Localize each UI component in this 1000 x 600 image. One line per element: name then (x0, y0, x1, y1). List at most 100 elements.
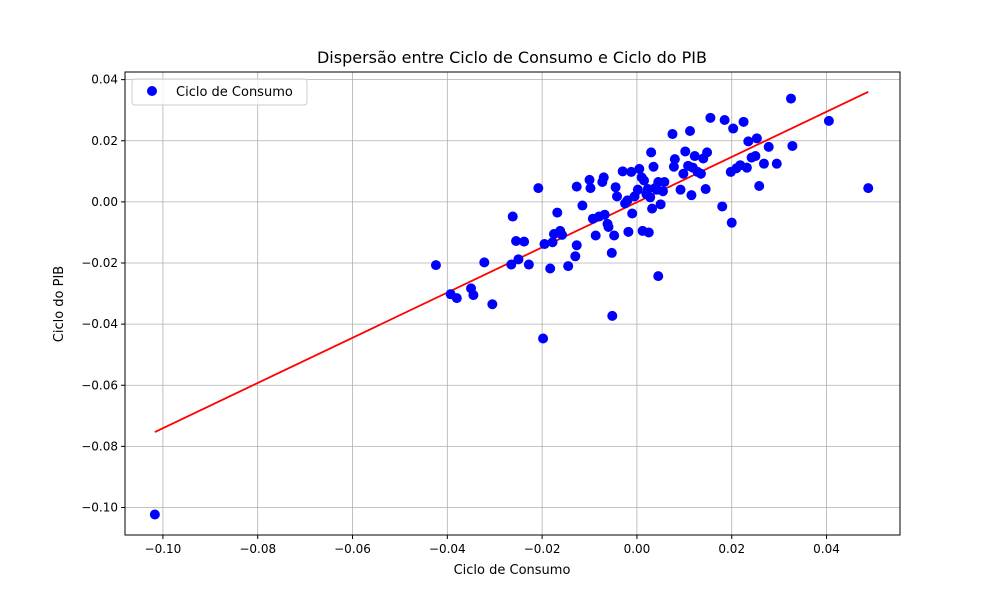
scatter-point (632, 184, 643, 195)
scatter-point (545, 263, 556, 274)
y-tick-label: −0.06 (81, 378, 118, 392)
scatter-point (506, 259, 517, 270)
scatter-point (590, 230, 601, 241)
scatter-point (538, 333, 549, 344)
legend-marker (147, 86, 157, 96)
grid (125, 72, 900, 535)
y-tick-label: −0.08 (81, 439, 118, 453)
scatter-point (511, 236, 522, 247)
scatter-point (743, 136, 754, 147)
scatter-point (726, 217, 737, 228)
scatter-point (523, 259, 534, 270)
scatter-point (717, 201, 728, 212)
scatter-point (645, 192, 656, 203)
scatter-point (430, 260, 441, 271)
scatter-point (728, 123, 739, 134)
scatter-point (685, 125, 696, 136)
scatter-point (599, 209, 610, 220)
scatter-point (606, 247, 617, 258)
scatter-point (552, 207, 563, 218)
scatter-point (863, 183, 874, 194)
legend-label: Ciclo de Consumo (176, 85, 293, 100)
scatter-point (598, 172, 609, 183)
scatter-point (634, 163, 645, 174)
scatter-point (533, 183, 544, 194)
scatter-point (571, 181, 582, 192)
scatter-point (513, 254, 524, 265)
scatter-point (557, 229, 568, 240)
scatter-point (643, 227, 654, 238)
scatter-point (627, 208, 638, 219)
scatter-point (763, 141, 774, 152)
scatter-point (451, 293, 462, 304)
scatter-point (758, 158, 769, 169)
x-tick-label: −0.02 (524, 542, 561, 556)
x-axis-ticks: −0.10 −0.08 −0.06 −0.04 −0.02 0.00 0.02 0.04 (145, 535, 840, 556)
scatter-point (655, 199, 666, 210)
y-axis-ticks: −0.10 −0.08 −0.06 −0.04 −0.02 0.00 0.02 0.04 (81, 73, 125, 514)
scatter-point (584, 174, 595, 185)
scatter-points (149, 93, 874, 520)
scatter-point (507, 211, 518, 222)
scatter-point (639, 175, 650, 186)
x-tick-label: −0.06 (334, 542, 371, 556)
scatter-point (741, 162, 752, 173)
scatter-point (539, 239, 550, 250)
scatter-point (479, 257, 490, 268)
legend: Ciclo de Consumo (131, 78, 308, 106)
scatter-point (659, 177, 670, 188)
scatter-point (738, 116, 749, 127)
scatter-point (702, 147, 713, 158)
scatter-point (577, 200, 588, 211)
y-tick-label: −0.02 (81, 256, 118, 270)
scatter-point (570, 251, 581, 262)
scatter-point (563, 261, 574, 272)
scatter-point (547, 237, 558, 248)
scatter-point (653, 271, 664, 282)
scatter-point (823, 115, 834, 126)
scatter-point (719, 114, 730, 125)
scatter-point (675, 184, 686, 195)
scatter-point (705, 112, 716, 123)
x-axis-label: Ciclo de Consumo (454, 563, 571, 578)
scatter-point (751, 133, 762, 144)
scatter-point (750, 151, 761, 162)
scatter-point (603, 221, 614, 232)
scatter-point (468, 290, 479, 301)
scatter-point (669, 154, 680, 165)
scatter-point (667, 129, 678, 140)
y-tick-label: 0.04 (91, 73, 118, 87)
x-tick-label: 0.02 (718, 542, 745, 556)
scatter-point (787, 140, 798, 151)
scatter-point (686, 190, 697, 201)
x-tick-label: −0.04 (429, 542, 466, 556)
y-axis-label: Ciclo do PIB (52, 266, 67, 342)
scatter-point (668, 161, 679, 172)
scatter-point (519, 236, 530, 247)
scatter-point (612, 191, 623, 202)
scatter-point (680, 146, 691, 157)
scatter-point (648, 161, 659, 172)
scatter-point (678, 168, 689, 179)
scatter-point (617, 166, 628, 177)
x-tick-label: 0.00 (624, 542, 651, 556)
scatter-point (646, 147, 657, 158)
scatter-point (647, 203, 658, 214)
x-tick-label: 0.04 (813, 542, 840, 556)
scatter-point (657, 186, 668, 197)
scatter-point (754, 180, 765, 191)
x-tick-label: −0.10 (145, 542, 182, 556)
scatter-point (585, 183, 596, 194)
chart-title: Dispersão entre Ciclo de Consumo e Ciclo… (317, 48, 707, 67)
scatter-point (623, 226, 634, 237)
scatter-point (607, 310, 618, 321)
scatter-point (149, 509, 160, 520)
scatter-point (571, 240, 582, 251)
scatter-point (700, 184, 711, 195)
scatter-point (487, 299, 498, 310)
scatter-point (695, 168, 706, 179)
scatter-point (689, 151, 700, 162)
scatter-point (785, 93, 796, 104)
scatter-point (626, 166, 637, 177)
